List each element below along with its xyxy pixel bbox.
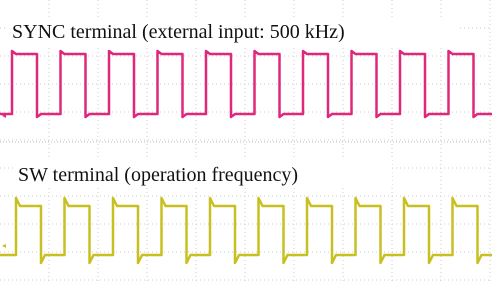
scope-screen: ◂ ◂ SYNC terminal (external input: 500 kH… bbox=[0, 0, 492, 284]
ground-marker: ◂ bbox=[2, 241, 6, 250]
page: ◂ ◂ SYNC terminal (external input: 500 kH… bbox=[0, 0, 492, 284]
sw-label: SW terminal (operation frequency) bbox=[18, 164, 298, 186]
sync-label: SYNC terminal (external input: 500 kHz) bbox=[12, 21, 345, 43]
ground-marker: ◂ bbox=[2, 111, 6, 120]
